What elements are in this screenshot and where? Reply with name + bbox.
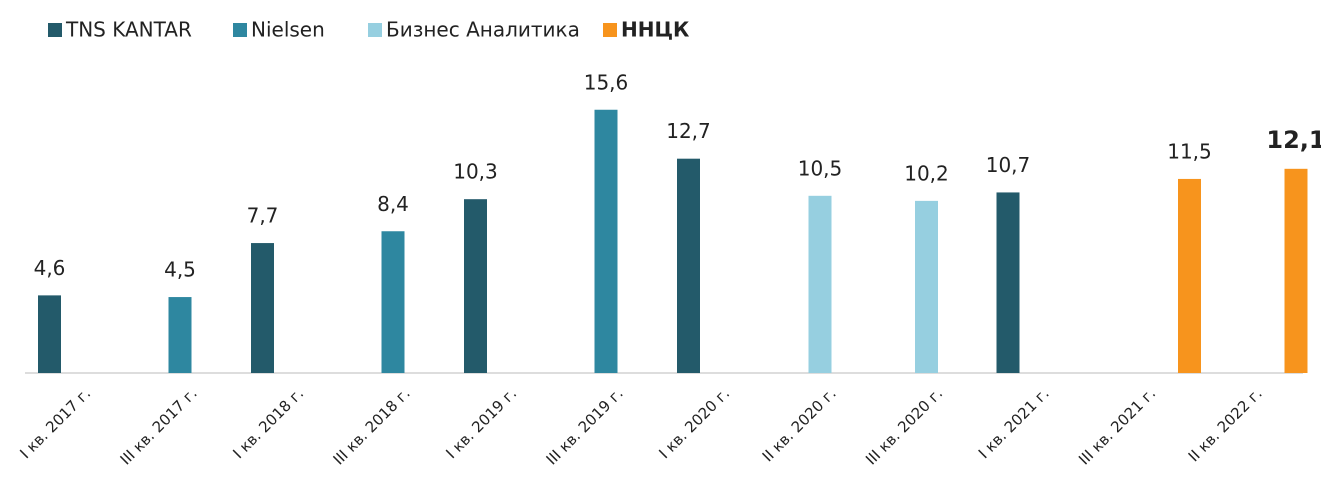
bar (464, 199, 487, 373)
bar (38, 295, 61, 373)
legend-label: TNS KANTAR (65, 18, 192, 42)
legend-swatch (368, 23, 382, 37)
bar (1178, 178, 1201, 373)
x-tick-label: I кв. 2018 г. (229, 384, 307, 462)
value-label: 12,1 (1266, 126, 1321, 154)
value-label: 11,5 (1167, 139, 1212, 163)
bar (168, 297, 192, 373)
value-label: 10,2 (904, 161, 949, 185)
value-label: 7,7 (247, 204, 279, 228)
value-label: 4,5 (164, 258, 196, 282)
bar (594, 109, 618, 373)
x-tick-label: I кв. 2020 г. (655, 384, 733, 462)
bar (677, 158, 700, 373)
x-tick-label: II кв. 2022 г. (1185, 384, 1266, 465)
value-label: 12,7 (666, 119, 711, 143)
bar (996, 192, 1020, 373)
value-label: 10,5 (798, 156, 843, 180)
x-tick-label: III кв. 2021 г. (1075, 384, 1159, 468)
x-tick-label: I кв. 2019 г. (442, 384, 520, 462)
legend-label: ННЦК (621, 18, 690, 42)
bar (808, 195, 832, 373)
value-label: 10,7 (986, 153, 1031, 177)
x-tick-label: I кв. 2017 г. (16, 384, 94, 462)
value-label: 4,6 (34, 256, 66, 280)
legend-swatch (603, 23, 617, 37)
legend-swatch (48, 23, 62, 37)
bar (381, 231, 405, 373)
value-label: 10,3 (453, 160, 498, 184)
x-tick-label: III кв. 2019 г. (543, 384, 627, 468)
bar (915, 200, 938, 373)
x-tick-label: III кв. 2020 г. (862, 384, 946, 468)
value-label: 15,6 (584, 70, 629, 94)
legend-label: Nielsen (251, 18, 325, 42)
x-tick-label: I кв. 2021 г. (975, 384, 1053, 462)
legend-swatch (233, 23, 247, 37)
x-tick-label: III кв. 2018 г. (330, 384, 414, 468)
x-tick-label: III кв. 2017 г. (117, 384, 201, 468)
legend-label: Бизнес Аналитика (386, 18, 580, 42)
bar (251, 243, 274, 373)
x-tick-label: II кв. 2020 г. (759, 384, 840, 465)
value-label: 8,4 (377, 192, 409, 216)
bar (1284, 168, 1308, 373)
